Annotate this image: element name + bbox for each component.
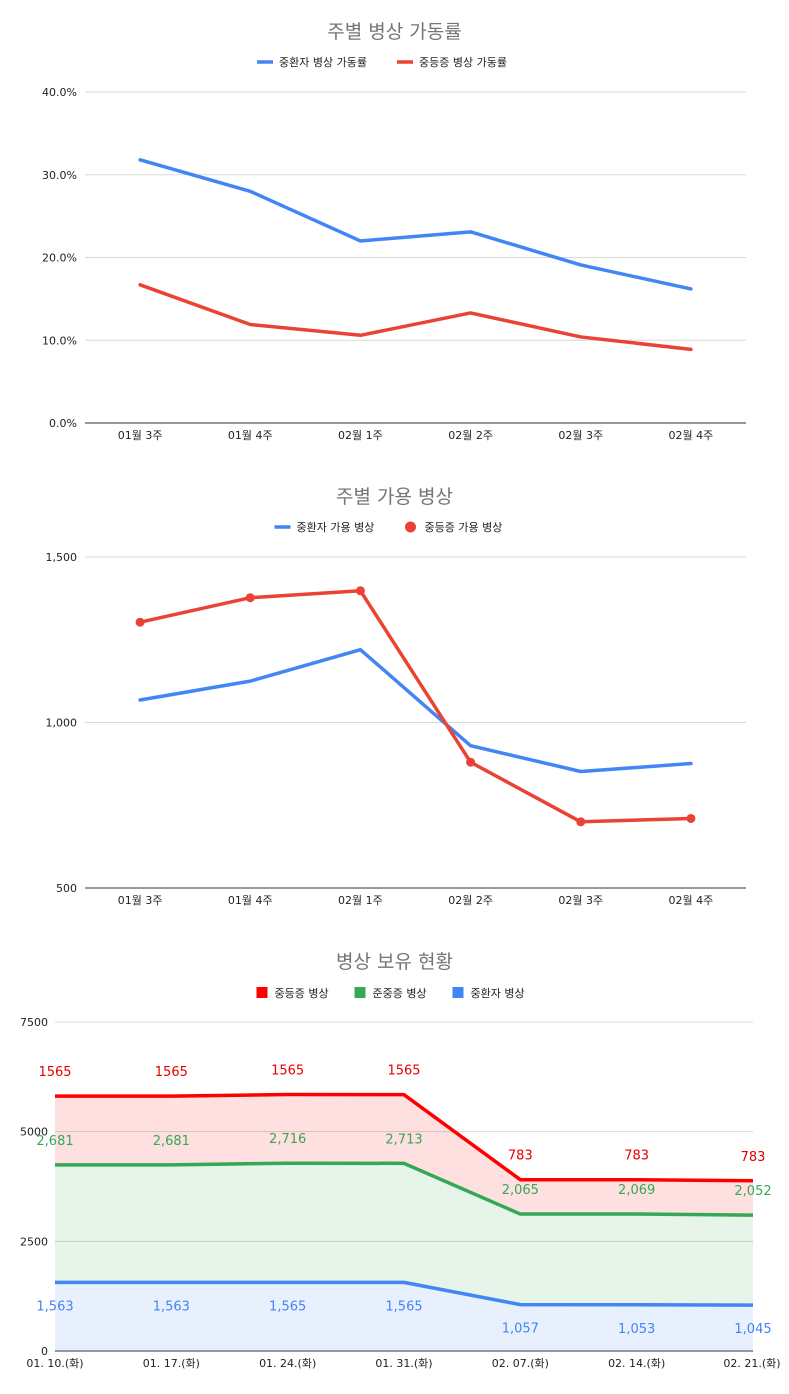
series-line-1 — [138, 589, 693, 824]
data-label: 2,681 — [153, 1134, 190, 1149]
x-tick-label: 01. 31.(화) — [375, 1357, 432, 1370]
series-line-2 — [55, 1092, 754, 1183]
series-line-0 — [138, 647, 693, 774]
legend-item: 중환자 병상 가동률 — [257, 56, 367, 69]
data-label: 783 — [624, 1149, 649, 1164]
x-tick-label: 02월 1주 — [338, 894, 383, 907]
data-label: 2,716 — [269, 1132, 306, 1147]
series-line-0 — [55, 1280, 754, 1307]
legend-item: 중등증 병상 가동률 — [397, 56, 507, 69]
legend-item: 중환자 병상 — [452, 987, 525, 1000]
series-line-0 — [138, 158, 693, 291]
data-label: 1,045 — [734, 1322, 771, 1337]
chart-title: 병상 보유 현황 — [336, 951, 453, 973]
data-label: 783 — [741, 1150, 766, 1165]
x-tick-label: 01. 24.(화) — [259, 1357, 316, 1370]
data-point — [686, 813, 696, 823]
data-label: 1,563 — [36, 1299, 73, 1314]
y-tick-label: 30.0% — [42, 169, 77, 182]
chart-title: 주별 병상 가동률 — [327, 21, 461, 43]
data-label: 2,681 — [36, 1134, 73, 1149]
data-point — [576, 817, 586, 827]
x-tick-label: 01. 17.(화) — [143, 1357, 200, 1370]
data-point — [135, 617, 145, 627]
data-label: 1,057 — [502, 1322, 539, 1337]
data-point — [466, 757, 476, 767]
legend-marker-0 — [452, 987, 464, 998]
x-tick-label: 02월 4주 — [669, 894, 714, 907]
x-tick-label: 02월 3주 — [558, 429, 603, 442]
x-tick-label: 02월 3주 — [558, 894, 603, 907]
data-point — [355, 586, 365, 596]
legend-label: 중등증 병상 — [275, 987, 329, 1000]
legend-item: 중등증 병상 — [256, 987, 329, 1000]
x-tick-label: 01월 4주 — [228, 894, 273, 907]
y-tick-label: 2500 — [20, 1235, 48, 1248]
data-label: 1,565 — [385, 1299, 422, 1314]
legend-label: 중환자 병상 가동률 — [279, 56, 367, 69]
data-label: 1565 — [155, 1065, 188, 1080]
x-tick-label: 01월 3주 — [118, 894, 163, 907]
chart-title: 주별 가용 병상 — [336, 486, 453, 508]
data-label: 1565 — [271, 1064, 304, 1079]
legend-label: 중환자 병상 — [471, 987, 525, 1000]
legend-marker-2 — [256, 987, 268, 998]
data-label: 1,565 — [269, 1299, 306, 1314]
series-line-1 — [55, 1161, 754, 1217]
data-label: 2,052 — [734, 1184, 771, 1199]
series-area-2 — [55, 1094, 753, 1216]
x-tick-label: 02. 21.(화) — [723, 1357, 780, 1370]
data-label: 2,069 — [618, 1183, 655, 1198]
legend-marker-1 — [405, 521, 416, 533]
series-line-1 — [138, 283, 693, 352]
data-label: 2,713 — [385, 1132, 422, 1147]
data-label: 2,065 — [502, 1183, 539, 1198]
y-tick-label: 7500 — [20, 1016, 48, 1029]
x-tick-label: 02월 1주 — [338, 429, 383, 442]
y-tick-label: 1,500 — [46, 551, 78, 564]
data-label: 1565 — [38, 1065, 71, 1080]
y-tick-label: 20.0% — [42, 252, 77, 265]
y-tick-label: 40.0% — [42, 86, 77, 99]
data-label: 1,053 — [618, 1322, 655, 1337]
x-tick-label: 02. 07.(화) — [492, 1357, 549, 1370]
data-label: 783 — [508, 1149, 533, 1164]
y-tick-label: 0.0% — [49, 417, 77, 430]
legend-label: 중등증 병상 가동률 — [419, 56, 507, 69]
legend-label: 준중증 병상 — [373, 987, 427, 1000]
legend-item: 준중증 병상 — [354, 987, 427, 1000]
x-tick-label: 02. 14.(화) — [608, 1357, 665, 1370]
y-tick-label: 0 — [41, 1345, 48, 1358]
y-tick-label: 1,000 — [46, 717, 78, 730]
legend-item: 중환자 가용 병상 — [274, 521, 375, 534]
legend-label: 중등증 가용 병상 — [425, 521, 503, 534]
series-area-0 — [55, 1282, 753, 1351]
x-tick-label: 01월 3주 — [118, 429, 163, 442]
data-label: 1565 — [387, 1064, 420, 1079]
legend-marker-1 — [354, 987, 366, 998]
data-label: 1,563 — [153, 1299, 190, 1314]
x-tick-label: 02월 4주 — [669, 429, 714, 442]
legend-item: 중등증 가용 병상 — [405, 521, 502, 534]
y-tick-label: 5000 — [20, 1126, 48, 1139]
legend-label: 중환자 가용 병상 — [297, 521, 375, 534]
x-tick-label: 01. 10.(화) — [26, 1357, 83, 1370]
series-area-1 — [55, 1163, 753, 1306]
data-point — [245, 593, 255, 603]
x-tick-label: 02월 2주 — [448, 429, 493, 442]
x-tick-label: 01월 4주 — [228, 429, 273, 442]
y-tick-label: 10.0% — [42, 334, 77, 347]
x-tick-label: 02월 2주 — [448, 894, 493, 907]
y-tick-label: 500 — [56, 882, 77, 895]
